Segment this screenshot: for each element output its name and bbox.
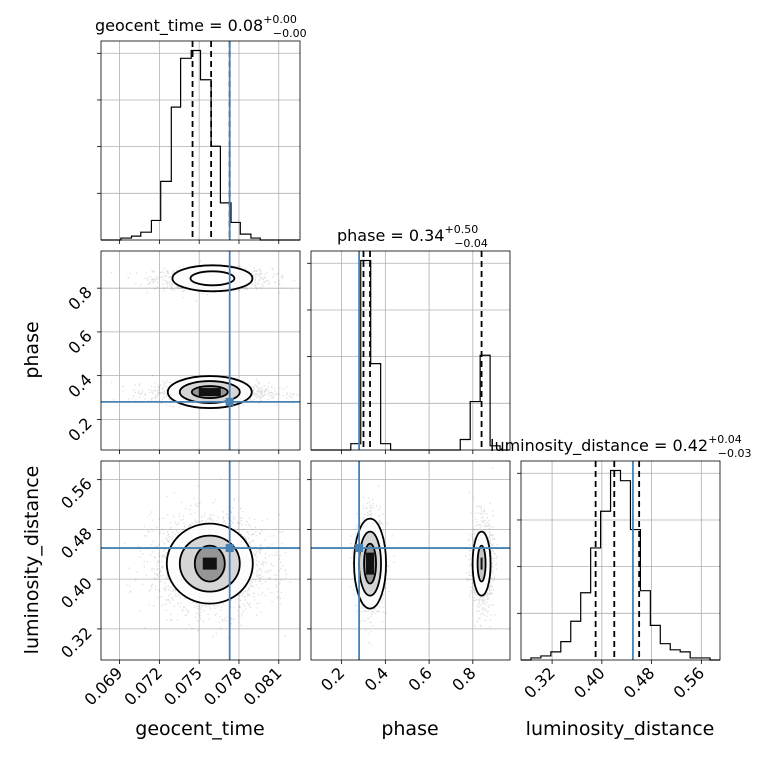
ylabel-phase: phase xyxy=(21,321,43,378)
scatter-luminosity-distance-vs-phase-frame xyxy=(310,460,511,661)
hist-phase-step xyxy=(311,259,510,451)
scatter-phase-vs-geocent-time-yticklabel-3: 0.8 xyxy=(64,283,95,314)
scatter-luminosity-distance-vs-phase-xticklabel-1: 0.4 xyxy=(361,663,392,694)
hist-luminosity-distance-frame xyxy=(520,460,721,661)
hist-phase-frame xyxy=(310,250,511,451)
panel-luminosity-distance-vs-phase: 0.2 0.4 0.6 0.8 xyxy=(307,460,511,695)
scatter-luminosity-distance-vs-phase-mode-0-peak xyxy=(366,552,375,575)
title-luminosity-distance-name: luminosity_distance xyxy=(490,436,649,456)
scatter-phase-vs-geocent-time-yticklabel-0: 0.2 xyxy=(64,414,95,445)
scatter-luminosity-distance-vs-phase-xticklabel-2: 0.6 xyxy=(404,663,435,694)
scatter-luminosity-distance-vs-geocent-time-mode-0-contour-2 xyxy=(193,544,226,583)
hist-luminosity-distance-xticklabel-1: 0.40 xyxy=(570,663,609,702)
scatter-luminosity-distance-vs-phase-xticklabel-3: 0.8 xyxy=(448,663,479,694)
scatter-phase-vs-geocent-time-mode-0-contour-0 xyxy=(171,264,254,293)
scatter-phase-vs-geocent-time-yticklabel-2: 0.6 xyxy=(64,326,95,357)
title-phase-plus: +0.50 xyxy=(444,223,478,236)
hist-luminosity-distance-xticklabel-2: 0.48 xyxy=(620,663,659,702)
title-luminosity-distance-minus: −0.03 xyxy=(718,447,752,460)
scatter-phase-vs-geocent-time-yticklabel-1: 0.4 xyxy=(64,370,95,401)
ylabel-luminosity-distance: luminosity_distance xyxy=(21,466,43,655)
scatter-luminosity-distance-vs-geocent-time-mode-0-contour-0 xyxy=(165,522,254,605)
scatter-luminosity-distance-vs-geocent-time-frame xyxy=(100,460,301,661)
scatter-luminosity-distance-vs-geocent-time-yticklabel-2: 0.48 xyxy=(57,524,96,563)
scatter-phase-vs-geocent-time-mode-0-density-1 xyxy=(190,271,235,286)
scatter-phase-vs-geocent-time-frame xyxy=(100,250,301,451)
hist-geocent-time-step xyxy=(101,49,300,241)
scatter-luminosity-distance-vs-geocent-time-xticklabel-2: 0.075 xyxy=(160,663,206,709)
title-geocent-time-plus: +0.00 xyxy=(263,13,297,26)
hist-luminosity-distance-step xyxy=(521,469,720,661)
scatter-luminosity-distance-vs-phase-xticklabel-0: 0.2 xyxy=(317,663,348,694)
scatter-phase-vs-geocent-time-mode-1-contour-2 xyxy=(190,385,229,399)
xlabel-phase: phase xyxy=(381,718,438,740)
scatter-luminosity-distance-vs-geocent-time-yticklabel-0: 0.32 xyxy=(57,623,96,662)
title-luminosity-distance-plus: +0.04 xyxy=(708,433,742,446)
scatter-luminosity-distance-vs-geocent-time-xticklabel-4: 0.081 xyxy=(240,663,286,709)
panel-phase-vs-geocent-time: 0.2 0.4 0.6 0.8 xyxy=(64,250,301,454)
scatter-phase-vs-geocent-time-mode-1-contour-1 xyxy=(178,380,241,404)
xlabel-geocent-time: geocent_time xyxy=(135,718,264,740)
scatter-luminosity-distance-vs-phase-truth-marker xyxy=(355,544,364,553)
hist-luminosity-distance-xticklabel-0: 0.32 xyxy=(520,663,559,702)
panel-phase-hist xyxy=(307,250,511,454)
scatter-luminosity-distance-vs-geocent-time-xticklabel-3: 0.078 xyxy=(200,663,246,709)
scatter-phase-vs-geocent-time-mode-0-contour-1 xyxy=(189,270,236,287)
hist-luminosity-distance-xticklabel-3: 0.56 xyxy=(670,663,709,702)
title-phase-minus: −0.04 xyxy=(454,237,488,250)
scatter-luminosity-distance-vs-geocent-time-yticklabel-1: 0.40 xyxy=(57,574,96,613)
scatter-phase-vs-geocent-time-mode-1-contour-0 xyxy=(166,375,253,409)
scatter-luminosity-distance-vs-phase-mode-1-contour-1 xyxy=(476,544,487,583)
title-phase: phase = 0.34+0.50 −0.04 xyxy=(337,223,488,250)
scatter-phase-vs-geocent-time-mode-1-peak xyxy=(198,388,221,397)
title-luminosity-distance-median: 0.42 xyxy=(672,436,708,455)
panel-geocent-time-hist xyxy=(97,40,301,244)
scatter-luminosity-distance-vs-geocent-time-xticklabel-0: 0.069 xyxy=(81,663,127,709)
title-geocent-time-minus: −0.00 xyxy=(273,27,307,40)
title-geocent-time-median: 0.08 xyxy=(228,16,264,35)
hist-geocent-time-frame xyxy=(100,40,301,241)
scatter-luminosity-distance-vs-phase-mode-1-contour-0 xyxy=(471,530,492,597)
title-geocent-time: geocent_time = 0.08+0.00 −0.00 xyxy=(95,13,307,40)
scatter-luminosity-distance-vs-geocent-time-samples xyxy=(124,478,299,639)
scatter-luminosity-distance-vs-geocent-time-xticklabel-1: 0.072 xyxy=(120,663,166,709)
scatter-luminosity-distance-vs-phase-mode-1-peak xyxy=(480,557,483,570)
scatter-luminosity-distance-vs-geocent-time-mode-0-contour-1 xyxy=(178,534,241,593)
scatter-luminosity-distance-vs-geocent-time-yticklabel-3: 0.56 xyxy=(57,474,96,513)
scatter-luminosity-distance-vs-geocent-time-truth-marker xyxy=(225,544,234,553)
title-luminosity-distance: luminosity_distance = 0.42+0.04 −0.03 xyxy=(490,433,752,460)
scatter-phase-vs-geocent-time-truth-marker xyxy=(225,397,234,406)
scatter-luminosity-distance-vs-geocent-time-mode-0-peak xyxy=(202,557,217,570)
scatter-luminosity-distance-vs-phase-mode-0-contour-2 xyxy=(363,542,377,585)
panel-luminosity-distance-hist: 0.32 0.40 0.48 0.56 xyxy=(517,460,721,702)
title-phase-name: phase xyxy=(337,226,385,245)
xlabel-luminosity-distance: luminosity_distance xyxy=(526,718,715,740)
scatter-luminosity-distance-vs-phase-mode-0-contour-0 xyxy=(353,517,387,610)
title-phase-median: 0.34 xyxy=(409,226,445,245)
title-geocent-time-name: geocent_time xyxy=(95,16,204,36)
